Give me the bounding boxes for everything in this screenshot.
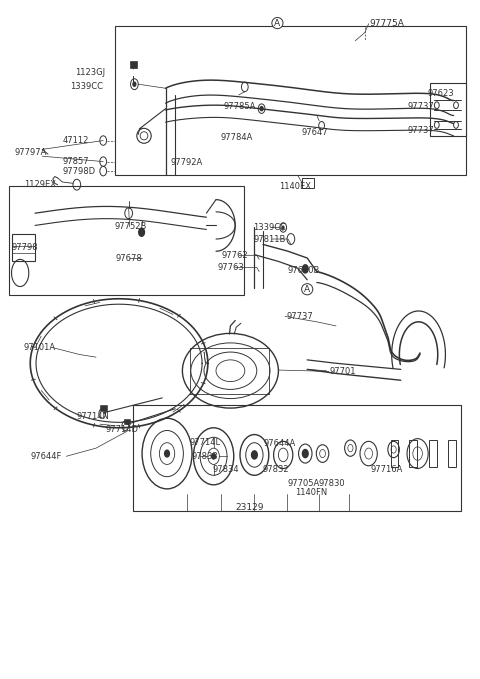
Text: 97834: 97834: [212, 465, 239, 475]
Text: 97714D: 97714D: [106, 424, 139, 434]
Circle shape: [212, 454, 216, 459]
Text: 1140FN: 1140FN: [295, 488, 327, 498]
Text: 97737: 97737: [407, 126, 434, 135]
Bar: [130, 61, 137, 68]
Text: 97798: 97798: [12, 242, 38, 252]
Text: 97811B: 97811B: [253, 234, 286, 244]
Text: 47112: 47112: [62, 136, 89, 145]
Circle shape: [260, 107, 263, 111]
Text: 97797A: 97797A: [14, 148, 47, 158]
Circle shape: [302, 265, 308, 273]
Text: 97678: 97678: [115, 253, 142, 263]
Text: 97784A: 97784A: [221, 132, 253, 142]
Circle shape: [252, 451, 257, 459]
Text: 97644F: 97644F: [31, 452, 62, 462]
Circle shape: [133, 82, 136, 86]
Text: 97857: 97857: [62, 157, 89, 166]
Text: 1140EX: 1140EX: [279, 181, 312, 191]
Text: 97714L: 97714L: [190, 437, 221, 447]
Text: 97792A: 97792A: [170, 158, 203, 168]
Text: 97705A: 97705A: [288, 479, 320, 488]
Text: 97101A: 97101A: [24, 343, 56, 352]
Text: 97644A: 97644A: [263, 439, 295, 448]
Text: 1339CC: 1339CC: [70, 81, 103, 91]
Text: 1339CC: 1339CC: [253, 223, 287, 232]
Circle shape: [132, 70, 135, 75]
Bar: [124, 419, 130, 424]
Text: 97762: 97762: [222, 251, 248, 260]
Text: 97737: 97737: [286, 312, 313, 321]
Text: 97690B: 97690B: [287, 266, 319, 276]
Bar: [100, 405, 107, 411]
Text: 97785A: 97785A: [223, 102, 255, 111]
Circle shape: [139, 228, 144, 236]
Text: 97737: 97737: [407, 102, 434, 111]
Bar: [429, 440, 437, 467]
Text: 1129EX: 1129EX: [24, 180, 56, 189]
Text: 97775A: 97775A: [370, 19, 405, 29]
Bar: [302, 178, 314, 188]
Text: 97830: 97830: [319, 479, 345, 488]
Text: 97833: 97833: [191, 452, 218, 461]
Bar: [409, 440, 417, 467]
Text: 97832: 97832: [262, 465, 288, 475]
Text: 97716A: 97716A: [371, 465, 403, 475]
Bar: [12, 234, 35, 261]
Text: 97623: 97623: [427, 89, 454, 98]
Bar: [115, 26, 466, 175]
Text: 97714N: 97714N: [77, 412, 109, 422]
Circle shape: [282, 225, 285, 230]
Text: 1123GJ: 1123GJ: [75, 68, 106, 77]
Bar: [9, 186, 244, 295]
Bar: [133, 405, 461, 511]
Bar: [430, 83, 466, 136]
Text: A: A: [275, 18, 280, 28]
Text: 97798D: 97798D: [62, 166, 96, 176]
Text: 23129: 23129: [235, 503, 264, 513]
Bar: [391, 440, 398, 467]
Text: A: A: [304, 285, 310, 294]
Circle shape: [165, 450, 169, 457]
Text: 97763: 97763: [217, 263, 244, 272]
Circle shape: [302, 449, 308, 458]
Text: 97701: 97701: [329, 367, 356, 376]
Text: 97647: 97647: [301, 128, 328, 137]
Text: 97752B: 97752B: [114, 222, 146, 232]
Bar: [448, 440, 456, 467]
